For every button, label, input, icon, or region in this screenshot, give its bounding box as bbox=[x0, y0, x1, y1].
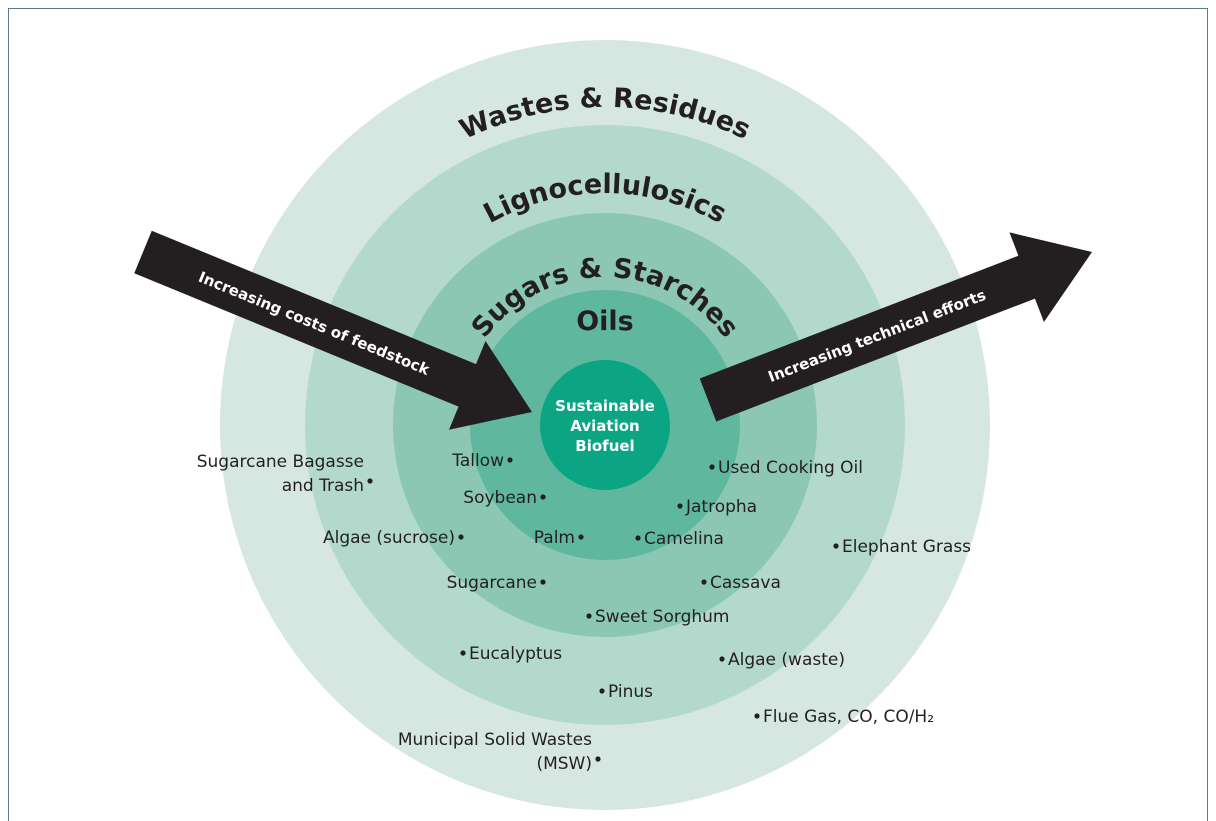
feedstock-label: Tallow bbox=[451, 451, 504, 471]
feedstock-label: (MSW) bbox=[536, 754, 592, 774]
center-label: Sustainable bbox=[555, 397, 655, 415]
feedstock-label: Camelina bbox=[644, 529, 724, 549]
bullet bbox=[595, 756, 601, 762]
feedstock-label: Pinus bbox=[608, 682, 653, 702]
feedstock-label: Used Cooking Oil bbox=[718, 458, 863, 478]
feedstock-label: Flue Gas, CO, CO/H₂ bbox=[763, 707, 934, 727]
bullet bbox=[709, 464, 715, 470]
bullet bbox=[540, 579, 546, 585]
feedstock-label: and Trash bbox=[282, 476, 364, 496]
bullet bbox=[677, 503, 683, 509]
feedstock-label: Algae (waste) bbox=[728, 650, 845, 670]
feedstock-label: Soybean bbox=[463, 488, 537, 508]
ring-label: Oils bbox=[576, 306, 634, 337]
bullet bbox=[719, 656, 725, 662]
center-label: Biofuel bbox=[575, 437, 634, 455]
feedstock-label: Palm bbox=[534, 528, 575, 548]
feedstock-label: Municipal Solid Wastes bbox=[398, 730, 592, 750]
feedstock-label: Cassava bbox=[710, 573, 781, 593]
feedstock-label: Eucalyptus bbox=[469, 644, 562, 664]
bullet bbox=[701, 579, 707, 585]
feedstock-label: Sugarcane Bagasse bbox=[197, 452, 364, 472]
bullet bbox=[458, 534, 464, 540]
bullet bbox=[540, 494, 546, 500]
bullet bbox=[754, 713, 760, 719]
bullet bbox=[578, 534, 584, 540]
feedstock-label: Algae (sucrose) bbox=[323, 528, 455, 548]
feedstock-label: Elephant Grass bbox=[842, 537, 971, 557]
feedstock-label: Sugarcane bbox=[447, 573, 537, 593]
bullet bbox=[635, 535, 641, 541]
bullet bbox=[460, 650, 466, 656]
center-label: Aviation bbox=[570, 417, 639, 435]
feedstock-label: Jatropha bbox=[685, 497, 757, 517]
bullet bbox=[833, 543, 839, 549]
center-circle bbox=[540, 360, 670, 490]
bullet bbox=[367, 478, 373, 484]
bullet bbox=[507, 457, 513, 463]
bullet bbox=[586, 613, 592, 619]
frame bbox=[8, 8, 1208, 821]
bullet bbox=[599, 688, 605, 694]
arrow-shape bbox=[134, 230, 532, 430]
arrow-shape bbox=[699, 232, 1093, 422]
feedstock-label: Sweet Sorghum bbox=[595, 607, 729, 627]
